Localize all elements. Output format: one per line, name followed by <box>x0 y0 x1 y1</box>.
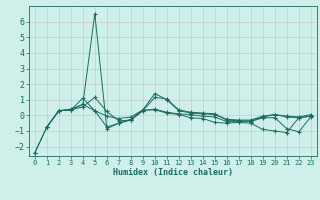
X-axis label: Humidex (Indice chaleur): Humidex (Indice chaleur) <box>113 168 233 177</box>
